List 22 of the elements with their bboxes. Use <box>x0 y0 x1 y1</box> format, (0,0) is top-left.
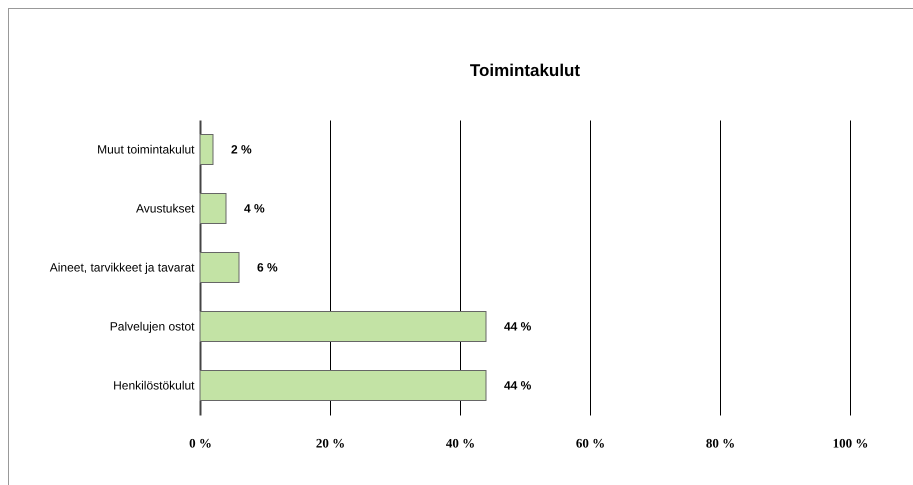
x-tick-label: 80 % <box>706 436 736 450</box>
bar <box>200 370 486 401</box>
y-tick-label: Muut toimintakulut <box>97 142 196 156</box>
data-label: 44 % <box>504 378 532 392</box>
y-tick-label: Aineet, tarvikkeet ja tavarat <box>50 260 196 274</box>
bar <box>200 311 486 342</box>
x-tick-label: 0 % <box>189 436 212 450</box>
y-tick-label: Avustukset <box>136 202 196 216</box>
bar <box>200 134 214 165</box>
x-tick-label: 20 % <box>316 436 346 450</box>
data-label: 4 % <box>244 202 266 216</box>
y-tick-label: Henkilöstökulut <box>113 378 196 392</box>
data-label: 44 % <box>504 320 532 334</box>
bar <box>200 252 240 283</box>
chart-title: Toimintakulut <box>470 61 580 80</box>
x-tick-label: 60 % <box>576 436 606 450</box>
bar <box>200 193 226 224</box>
data-label: 6 % <box>257 260 278 274</box>
data-label: 2 % <box>231 142 252 156</box>
x-tick-label: 40 % <box>446 436 476 450</box>
y-tick-label: Palvelujen ostot <box>110 320 196 334</box>
x-tick-label: 100 % <box>832 436 868 450</box>
